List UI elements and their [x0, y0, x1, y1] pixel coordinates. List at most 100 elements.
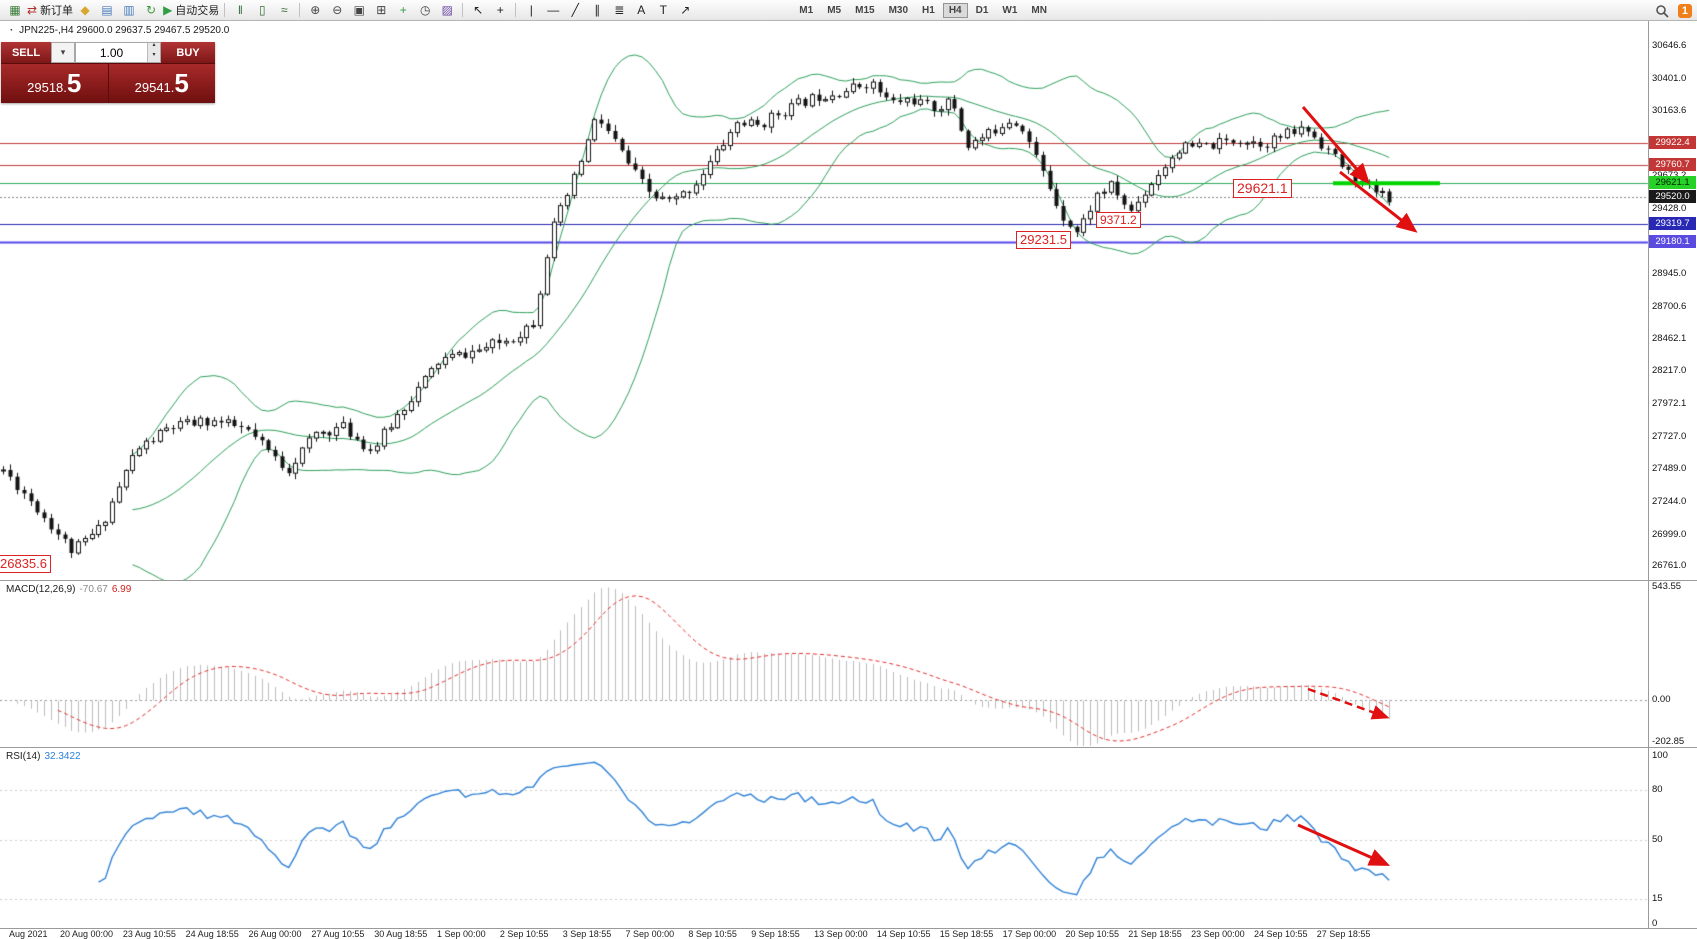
fibonacci-button[interactable]: ≣: [609, 1, 629, 19]
metaeditor-button[interactable]: ◆: [75, 1, 95, 19]
order-type-dropdown[interactable]: ▾: [51, 42, 75, 63]
price-line-label: 29319.7: [1649, 216, 1696, 230]
volume-input[interactable]: [76, 43, 147, 62]
timeframe-m15-button[interactable]: M15: [855, 4, 875, 16]
time-tick-label: 3 Sep 18:55: [562, 929, 612, 939]
navigator-button[interactable]: ▥: [119, 1, 139, 19]
bar-chart-mode-button[interactable]: ‖: [230, 1, 250, 19]
price-line-label: 29520.0: [1649, 189, 1696, 203]
timeframe-m1-button[interactable]: M1: [799, 4, 814, 16]
toolbar-separator: [224, 3, 226, 17]
horizontal-line-button[interactable]: —: [543, 1, 563, 19]
time-tick-label: 23 Sep 00:00: [1191, 929, 1245, 939]
time-tick-label: 30 Aug 18:55: [374, 929, 428, 939]
time-tick-label: 26 Aug 00:00: [248, 929, 302, 939]
time-tick-label: Aug 2021: [9, 929, 48, 939]
search-button[interactable]: [1652, 2, 1672, 20]
refresh-button[interactable]: ↻: [141, 1, 161, 19]
time-tick-label: 23 Aug 10:55: [122, 929, 176, 939]
periods-button[interactable]: ◷: [415, 1, 435, 19]
autotrading-button[interactable]: ▶ 自动交易: [163, 1, 219, 19]
panel-divider[interactable]: [0, 580, 1697, 581]
time-tick-label: 24 Aug 18:55: [185, 929, 239, 939]
time-tick-label: 8 Sep 10:55: [688, 929, 737, 939]
panel-divider: [0, 928, 1697, 929]
notification-badge[interactable]: 1: [1677, 4, 1692, 18]
new-chart-button[interactable]: ▦: [5, 1, 25, 19]
buy-button[interactable]: BUY: [161, 42, 215, 63]
auto-arrange-icon: ⊞: [376, 3, 387, 17]
chart-symbol: JPN225-,H4: [19, 25, 74, 36]
autotrading-label: 自动交易: [175, 5, 220, 17]
price-tick-label: 27489.0: [1652, 462, 1687, 474]
zoom-in-button[interactable]: ⊕: [305, 1, 325, 19]
new-order-icon: ⇄: [27, 3, 38, 17]
macd-tick-label: 543.55: [1652, 581, 1682, 593]
timeframe-h4-button[interactable]: H4: [942, 2, 968, 18]
rsi-tick-label: 15: [1652, 892, 1663, 904]
cursor-button[interactable]: ↖: [468, 1, 488, 19]
indicators-add-button[interactable]: +: [393, 1, 413, 19]
market-watch-icon: ▤: [101, 3, 113, 17]
price-annotation-label[interactable]: 26835.6: [0, 555, 51, 573]
text-label-button[interactable]: T: [653, 1, 673, 19]
timeframe-m30-button[interactable]: M30: [888, 4, 909, 16]
auto-arrange-button[interactable]: ⊞: [371, 1, 391, 19]
price-tick-label: 28217.0: [1652, 365, 1687, 377]
new-order-button[interactable]: ⇄ 新订单: [27, 1, 73, 19]
volume-down-button[interactable]: ▾: [147, 52, 160, 62]
toolbar: ▦ ⇄ 新订单 ◆ ▤ ▥ ↻ ▶ 自动交易 ‖ ▯ ≈ ⊕ ⊖ ▣ ⊞ + ◷ ▨ ↖ + | — ╱ ∥ ≣ A T ↗ M1 M5 M…: [0, 0, 1697, 21]
panel-divider[interactable]: [0, 747, 1697, 748]
buy-price[interactable]: 29541. 5: [108, 63, 215, 103]
price-line-label: 29760.7: [1649, 157, 1696, 171]
zoom-in-icon: ⊕: [310, 3, 321, 17]
one-click-trading-panel: SELL ▾ ▴ ▾ BUY 29518.5 29541.5: [1, 42, 215, 103]
time-tick-label: 9 Sep 18:55: [751, 929, 800, 939]
chart-title: · JPN225-,H4 29600.0 29637.5 29467.5 295…: [10, 25, 229, 36]
market-watch-button[interactable]: ▤: [97, 1, 117, 19]
search-icon: [1656, 5, 1669, 18]
line-chart-mode-icon: ≈: [281, 3, 288, 17]
equidistant-channel-button[interactable]: ∥: [587, 1, 607, 19]
trendline-button[interactable]: ╱: [565, 1, 585, 19]
price-annotation-label[interactable]: 9371.2: [1096, 212, 1141, 229]
timeframe-group: M1 M5 M15 M30 H1 H4 D1 W1 MN: [792, 2, 1054, 18]
price-annotation-label[interactable]: 29231.5: [1016, 231, 1071, 249]
toolbar-separator: [299, 3, 301, 17]
chart-bullet: ·: [10, 25, 14, 36]
crosshair-button[interactable]: +: [490, 1, 510, 19]
new-chart-icon: ▦: [9, 3, 21, 17]
toolbar-buttons: ▦ ⇄ 新订单 ◆ ▤ ▥ ↻ ▶ 自动交易 ‖ ▯ ≈ ⊕ ⊖ ▣ ⊞ + ◷ ▨ ↖ + | — ╱ ∥ ≣ A T ↗: [4, 1, 696, 19]
candlestick-mode-button[interactable]: ▯: [252, 1, 272, 19]
templates-button[interactable]: ▨: [437, 1, 457, 19]
price-tick-label: 30401.0: [1652, 72, 1687, 84]
price-annotation-label[interactable]: 29621.1: [1233, 179, 1292, 198]
price-tick-label: 26999.0: [1652, 528, 1687, 540]
arrows-tool-button[interactable]: ↗: [675, 1, 695, 19]
sell-button[interactable]: SELL: [1, 42, 51, 63]
time-tick-label: 20 Sep 10:55: [1065, 929, 1119, 939]
candlestick-mode-icon: ▯: [258, 3, 266, 17]
timeframe-h1-button[interactable]: H1: [922, 4, 935, 16]
vertical-line-button[interactable]: |: [521, 1, 541, 19]
time-tick-label: 15 Sep 18:55: [939, 929, 994, 939]
timeframe-w1-button[interactable]: W1: [1002, 4, 1018, 16]
tile-windows-icon: ▣: [353, 3, 365, 17]
zoom-out-button[interactable]: ⊖: [327, 1, 347, 19]
text-button[interactable]: A: [631, 1, 651, 19]
tile-windows-button[interactable]: ▣: [349, 1, 369, 19]
rsi-tick-label: 50: [1652, 834, 1663, 845]
volume-up-button[interactable]: ▴: [147, 42, 160, 53]
rsi-label: RSI(14) 32.3422: [6, 751, 81, 762]
timeframe-mn-button[interactable]: MN: [1031, 4, 1047, 16]
line-chart-mode-button[interactable]: ≈: [274, 1, 294, 19]
sell-price[interactable]: 29518. 5: [1, 63, 109, 103]
price-tick-label: 30163.6: [1652, 104, 1687, 116]
macd-label: MACD(12,26,9) -70.67 6.99: [6, 584, 132, 595]
timeframe-d1-button[interactable]: D1: [975, 4, 989, 16]
timeframe-m5-button[interactable]: M5: [827, 4, 842, 16]
time-tick-label: 7 Sep 00:00: [625, 929, 675, 939]
new-order-label: 新订单: [40, 5, 74, 17]
